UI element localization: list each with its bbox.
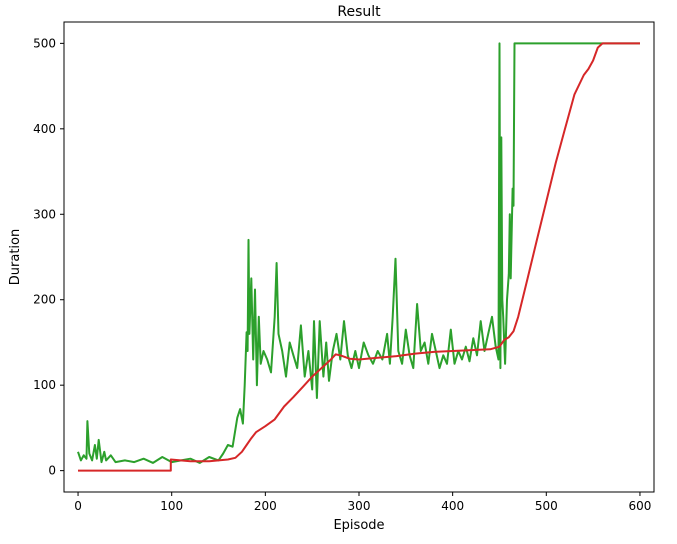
plot-area: [63, 21, 655, 493]
y-axis-label: Duration: [8, 229, 23, 285]
x-tick-label: 200: [254, 499, 277, 513]
series-lines: [77, 42, 640, 472]
y-tick-label: 500: [33, 36, 56, 50]
y-tick-label: 200: [33, 293, 56, 307]
x-axis-ticks: 0 100 200 300 400 500 600: [74, 492, 651, 513]
x-tick-label: 300: [348, 499, 371, 513]
y-tick-label: 300: [33, 207, 56, 221]
series-line-red: [78, 42, 640, 472]
x-tick-label: 0: [74, 499, 82, 513]
x-axis-label: Episode: [333, 518, 384, 533]
x-tick-label: 100: [160, 499, 183, 513]
y-tick-label: 0: [48, 464, 56, 478]
x-tick-label: 600: [628, 499, 651, 513]
y-tick-label: 100: [33, 378, 56, 392]
y-tick-label: 400: [33, 122, 56, 136]
chart-title: Result: [337, 4, 381, 20]
y-axis-ticks: 0 100 200 300 400 500: [33, 36, 64, 478]
x-tick-label: 400: [441, 499, 464, 513]
x-tick-label: 500: [535, 499, 558, 513]
